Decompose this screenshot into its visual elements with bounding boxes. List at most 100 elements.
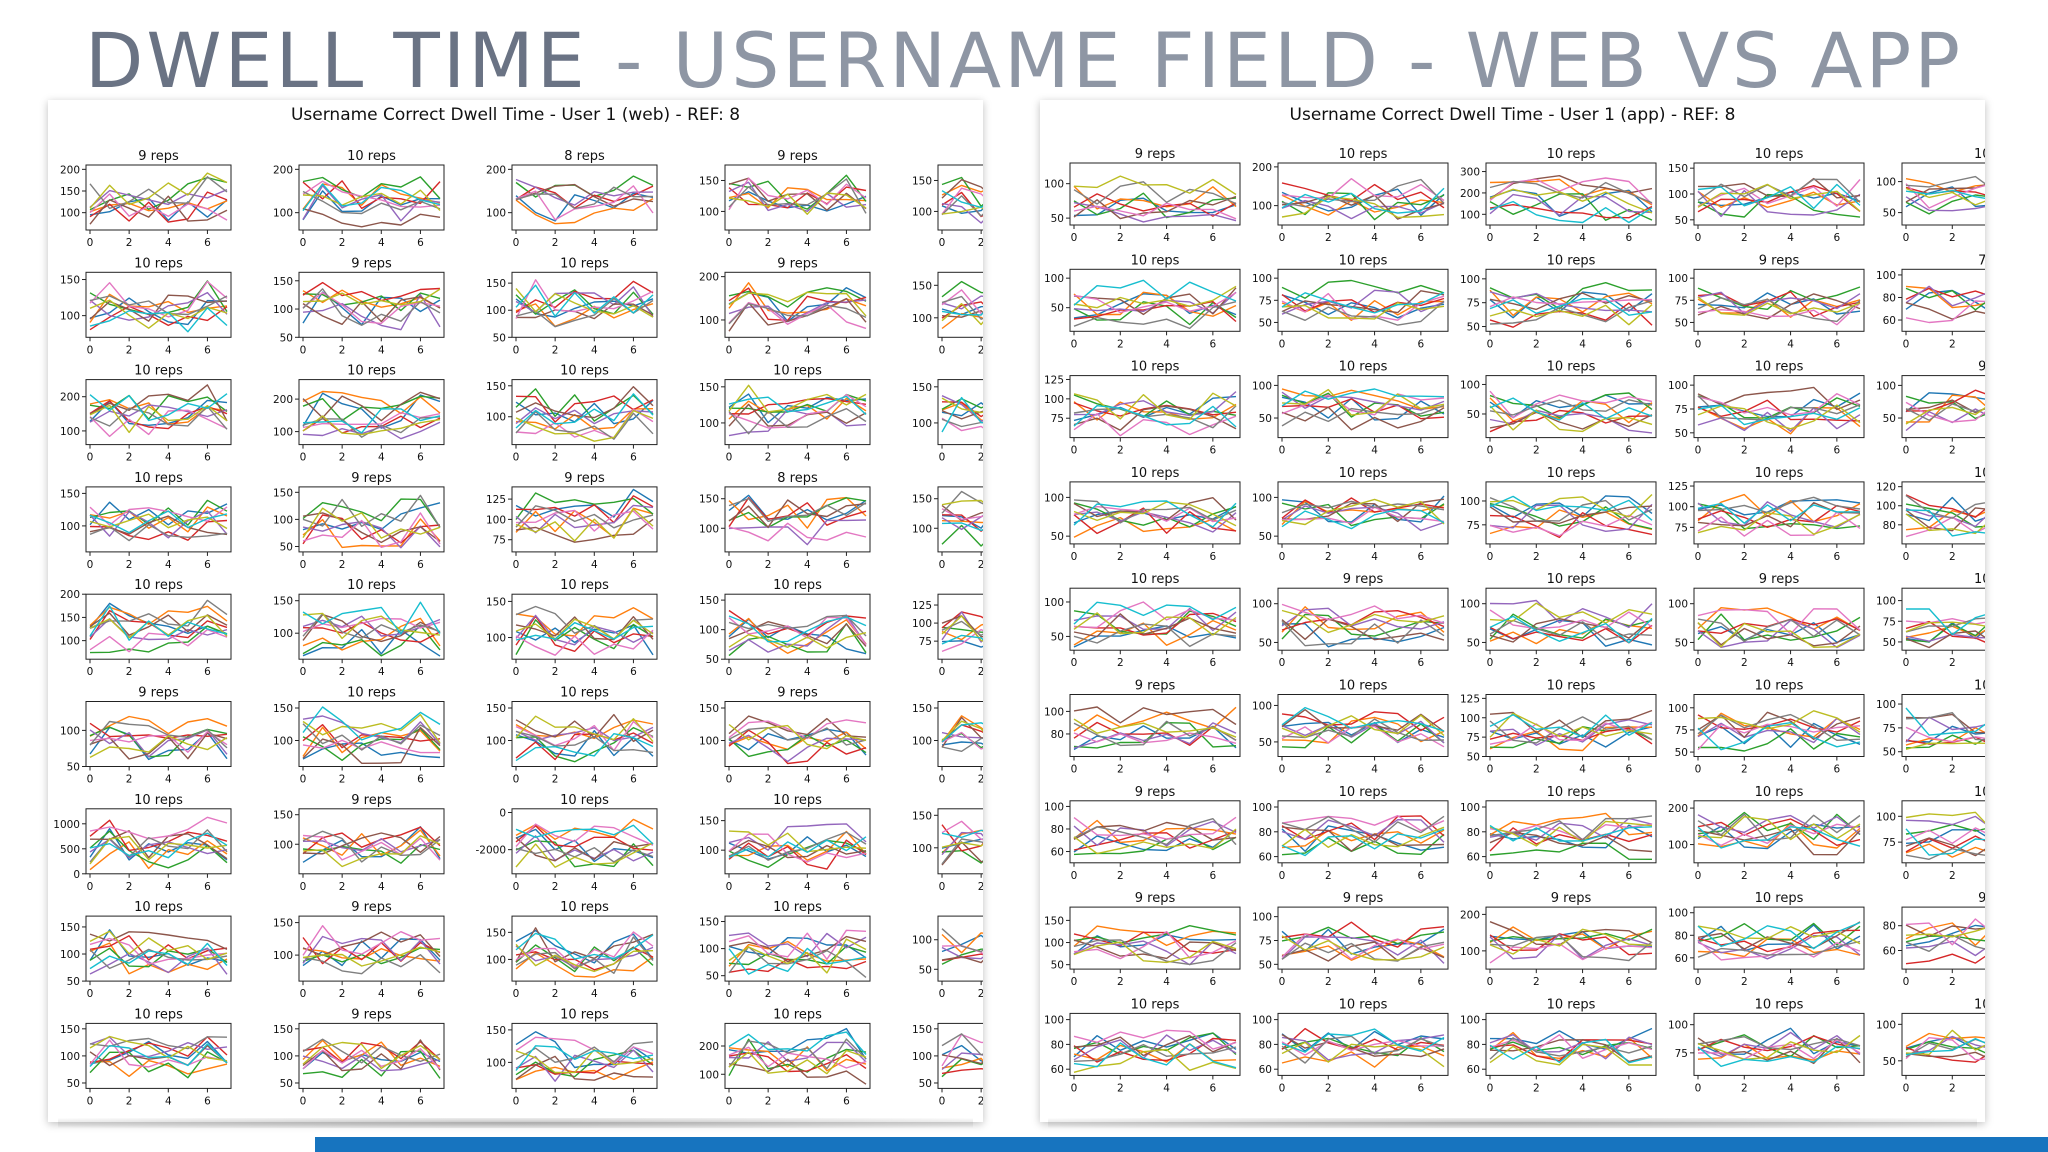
subplot-frame (1069, 694, 1241, 757)
series-line (1905, 189, 1985, 199)
y-tick-label: 75 (1675, 1048, 1688, 1060)
series-line (941, 741, 983, 746)
series-line (302, 296, 441, 326)
x-tick-label: 4 (1787, 445, 1794, 457)
subplot-frame (85, 915, 232, 982)
subplot: 10 reps 75 100 0 2 4 6 (1460, 466, 1657, 563)
series-line (1905, 827, 1985, 844)
series-line (1281, 941, 1445, 962)
x-tick-label: 2 (1949, 657, 1956, 669)
series-line (1905, 1037, 1985, 1056)
series-line (1281, 721, 1445, 744)
subplot-title: 10 reps (560, 256, 609, 271)
series-line (728, 408, 867, 435)
series-line (89, 524, 228, 542)
x-tick-label: 2 (978, 666, 983, 678)
subplot: 9 reps 50 100 0 2 4 6 (1668, 572, 1865, 669)
series-line (302, 512, 441, 548)
x-tick-label: 4 (165, 237, 172, 249)
series-line (515, 842, 654, 868)
subplot-title: 10 reps (773, 578, 822, 593)
subplot-frame (1693, 906, 1865, 970)
series-line (1073, 413, 1237, 437)
subplot: 9 reps 50 100 150 0 2 4 6 (273, 1007, 445, 1107)
x-tick-label: 0 (1695, 764, 1702, 776)
series-line (1697, 393, 1861, 416)
series-line (1905, 1032, 1985, 1048)
subplot-frame (1693, 375, 1865, 439)
page-title-sub: - USERNAME FIELD - WEB VS APP (587, 16, 1964, 105)
subplot-frame (1901, 162, 1985, 226)
x-tick-label: 2 (1325, 657, 1332, 669)
subplot: 10 reps 100 200 0 2 4 6 (1252, 147, 1449, 244)
series-line (1073, 405, 1237, 429)
series-line (728, 958, 867, 973)
x-tick-label: 6 (1834, 870, 1841, 882)
series-line (941, 520, 983, 524)
series-line (1489, 505, 1653, 525)
x-tick-label: 0 (1903, 976, 1910, 988)
y-tick-label: 150 (486, 927, 506, 939)
subplot-title: 10 reps (134, 1007, 183, 1022)
y-tick-label: 50 (1051, 303, 1064, 315)
series-line (89, 937, 228, 965)
series-line (1905, 1038, 1985, 1058)
x-tick-label: 4 (804, 344, 811, 356)
subplot-title: 10 reps (773, 793, 822, 808)
series-line (1905, 399, 1985, 414)
series-line (515, 622, 654, 641)
series-line (1489, 928, 1653, 955)
x-tick-label: 6 (843, 1095, 850, 1107)
series-line (1073, 818, 1237, 846)
series-line (941, 611, 983, 643)
series-line (1281, 505, 1445, 532)
series-line (1489, 397, 1653, 421)
series-line (1073, 285, 1237, 309)
x-tick-label: 4 (1371, 1082, 1378, 1094)
series-line (515, 1041, 654, 1063)
y-tick-label: 75 (1883, 723, 1896, 735)
series-line (941, 842, 983, 848)
subplot: 10 reps 50 100 0 2 4 6 (1252, 466, 1449, 563)
y-tick-label: 100 (1044, 394, 1064, 406)
x-tick-label: 4 (1371, 445, 1378, 457)
subplot-frame (1901, 481, 1985, 545)
series-line (1073, 1048, 1237, 1073)
y-tick-label: 75 (919, 636, 932, 648)
subplot-title: 10 reps (1755, 997, 1804, 1012)
subplot-title: 10 reps (1755, 891, 1804, 906)
x-tick-label: 4 (1371, 976, 1378, 988)
x-tick-label: 0 (1695, 870, 1702, 882)
x-tick-label: 4 (1371, 551, 1378, 563)
series-line (1073, 612, 1237, 636)
y-tick-label: 100 (1252, 599, 1272, 611)
subplot-frame (724, 593, 871, 660)
x-tick-label: 0 (939, 666, 946, 678)
series-line (302, 954, 441, 975)
x-tick-label: 4 (1163, 870, 1170, 882)
x-tick-label: 4 (1579, 551, 1586, 563)
x-tick-label: 2 (1949, 445, 1956, 457)
x-tick-label: 0 (939, 452, 946, 464)
series-line (1281, 404, 1445, 427)
series-line (1073, 391, 1237, 417)
series-line (302, 190, 441, 215)
x-tick-label: 2 (1949, 551, 1956, 563)
series-line (728, 395, 867, 416)
x-tick-label: 2 (552, 559, 559, 571)
series-line (302, 180, 441, 208)
subplot: 10 reps 100 150 0 2 4 6 (273, 578, 445, 678)
series-line (1489, 292, 1653, 311)
series-line (1073, 613, 1237, 638)
series-line (728, 734, 867, 758)
series-line (1905, 509, 1985, 537)
x-tick-label: 6 (630, 666, 637, 678)
y-tick-label: 100 (1668, 599, 1688, 611)
series-line (941, 620, 983, 637)
series-line (515, 932, 654, 960)
series-line (728, 823, 867, 851)
y-tick-label: 100 (912, 618, 932, 630)
x-tick-label: 6 (1210, 870, 1217, 882)
y-tick-label: 100 (912, 313, 932, 325)
